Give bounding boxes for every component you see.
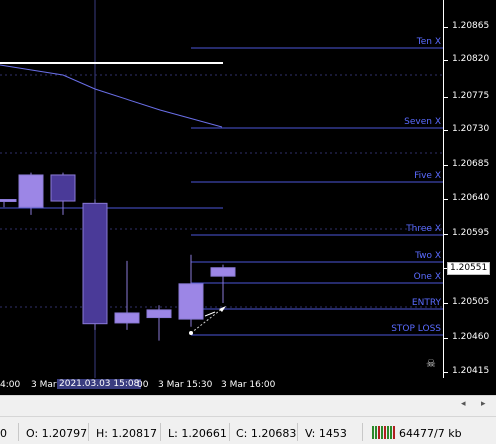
candle-body (50, 174, 76, 202)
price-label: 1.20505 (452, 297, 490, 307)
candle-body (146, 309, 172, 319)
status-separator (229, 423, 230, 441)
price-label: 1.20460 (452, 332, 490, 342)
chart-canvas (0, 0, 443, 378)
price-tick (444, 97, 448, 98)
scroll-right-icon[interactable]: ▸ (481, 399, 486, 409)
skull-icon: ☠ (426, 357, 436, 370)
level-label: Five X (414, 171, 441, 181)
moving-average-line (0, 64, 223, 128)
scroll-left-icon[interactable]: ◂ (461, 399, 466, 409)
current-price-label: 1.20551 (447, 262, 491, 275)
status-partial: 0 (0, 427, 7, 440)
time-label: 3 Mar 15:30 (158, 380, 213, 390)
price-tick (444, 130, 448, 131)
level-label: Seven X (404, 117, 441, 127)
status-separator (297, 423, 298, 441)
status-separator (362, 423, 363, 441)
price-tick (444, 372, 448, 373)
status-separator (88, 423, 89, 441)
status-volume: V: 1453 (305, 427, 347, 440)
status-close: C: 1.20683 (236, 427, 297, 440)
time-crosshair-label: 2021.03.03 15:08 (57, 379, 142, 389)
status-high: H: 1.20817 (96, 427, 157, 440)
price-tick (444, 268, 448, 269)
price-tick (444, 199, 448, 200)
status-low: L: 1.20661 (168, 427, 227, 440)
price-label: 1.20730 (452, 124, 490, 134)
price-axis[interactable]: 1.20865 1.20820 1.20775 1.20730 1.20685 … (443, 0, 496, 378)
candle-body (114, 312, 140, 324)
level-label: ENTRY (411, 298, 441, 308)
chart-area[interactable]: ☠ Ten X Seven X Five X Three X Two X One X ENT… (0, 0, 443, 378)
status-separator (160, 423, 161, 441)
price-label: 1.20415 (452, 366, 490, 376)
candle-body (18, 174, 44, 208)
level-label: Two X (415, 251, 441, 261)
price-tick (444, 234, 448, 235)
price-label: 1.20640 (452, 193, 490, 203)
candle-body (210, 267, 236, 277)
time-axis[interactable]: 4:00 3 Mar 2021.03.03 15:08 00 3 Mar 15:… (0, 378, 496, 395)
candle-body (0, 199, 17, 202)
price-tick (444, 165, 448, 166)
price-tick (444, 303, 448, 304)
price-tick (444, 27, 448, 28)
status-bar: 0 O: 1.20797 H: 1.20817 L: 1.20661 C: 1.… (0, 416, 496, 444)
status-traffic: 64477/7 kb (399, 427, 462, 440)
level-label: One X (413, 272, 441, 282)
trade-arrow-icon (219, 306, 226, 312)
trade-marker-icon (189, 331, 193, 335)
traffic-bars-icon (372, 426, 396, 439)
price-label: 1.20820 (452, 54, 490, 64)
price-tick (444, 60, 448, 61)
time-label: 00 (137, 380, 149, 390)
price-label: 1.20685 (452, 159, 490, 169)
level-label: Three X (406, 224, 441, 234)
price-tick (444, 338, 448, 339)
time-label: 3 Mar (31, 380, 57, 390)
status-separator (18, 423, 19, 441)
level-label: Ten X (416, 37, 441, 47)
candle-body (82, 202, 108, 325)
price-label: 1.20775 (452, 91, 490, 101)
trade-dotted-line (190, 307, 224, 334)
trade-dotted-line (204, 311, 216, 317)
candle-body (178, 283, 204, 320)
time-label: 3 Mar 16:00 (221, 380, 276, 390)
level-label: STOP LOSS (391, 324, 441, 334)
time-label: 4:00 (0, 380, 21, 390)
horizontal-scrollbar[interactable]: ◂ ▸ (0, 395, 496, 416)
price-label: 1.20865 (452, 21, 490, 31)
price-label: 1.20595 (452, 228, 490, 238)
status-open: O: 1.20797 (26, 427, 88, 440)
